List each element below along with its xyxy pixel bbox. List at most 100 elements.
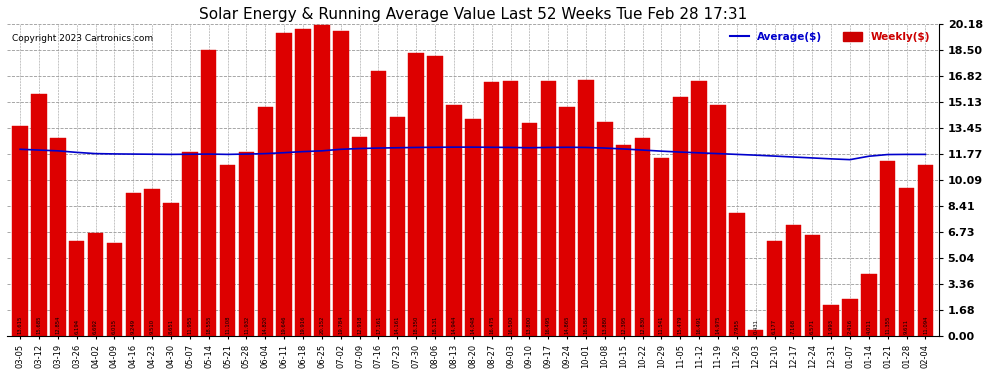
Text: 11.108: 11.108 bbox=[225, 315, 230, 334]
Text: 6.015: 6.015 bbox=[112, 319, 117, 334]
Bar bbox=[390, 117, 405, 336]
Text: 13.880: 13.880 bbox=[602, 315, 607, 334]
Text: 14.975: 14.975 bbox=[716, 315, 721, 334]
Bar bbox=[710, 105, 726, 336]
Bar bbox=[126, 194, 141, 336]
Text: 18.555: 18.555 bbox=[206, 315, 211, 334]
Text: 11.355: 11.355 bbox=[885, 315, 890, 334]
Text: 1.993: 1.993 bbox=[829, 319, 834, 334]
Bar bbox=[69, 240, 84, 336]
Text: 16.475: 16.475 bbox=[489, 315, 494, 334]
Bar bbox=[351, 136, 367, 336]
Text: 11.932: 11.932 bbox=[244, 315, 248, 334]
Text: 7.168: 7.168 bbox=[791, 319, 796, 334]
Bar bbox=[918, 165, 934, 336]
Bar bbox=[32, 94, 47, 336]
Bar bbox=[786, 225, 801, 336]
Text: 16.491: 16.491 bbox=[697, 315, 702, 334]
Text: 17.161: 17.161 bbox=[376, 315, 381, 334]
Text: 11.955: 11.955 bbox=[187, 315, 192, 334]
Bar bbox=[503, 81, 518, 336]
Text: 9.510: 9.510 bbox=[149, 319, 154, 334]
Bar bbox=[691, 81, 707, 336]
Text: 20.152: 20.152 bbox=[320, 315, 325, 334]
Bar bbox=[50, 138, 65, 336]
Bar bbox=[295, 28, 311, 336]
Bar bbox=[672, 97, 688, 336]
Bar bbox=[371, 71, 386, 336]
Text: 14.944: 14.944 bbox=[451, 315, 456, 334]
Text: 14.048: 14.048 bbox=[470, 315, 475, 334]
Text: 19.916: 19.916 bbox=[301, 315, 306, 334]
Bar bbox=[805, 235, 820, 336]
Title: Solar Energy & Running Average Value Last 52 Weeks Tue Feb 28 17:31: Solar Energy & Running Average Value Las… bbox=[199, 7, 746, 22]
Bar bbox=[748, 330, 763, 336]
Bar bbox=[276, 33, 292, 336]
Bar bbox=[597, 122, 613, 336]
Text: 12.854: 12.854 bbox=[55, 315, 60, 334]
Text: 19.646: 19.646 bbox=[282, 315, 287, 334]
Text: 14.161: 14.161 bbox=[395, 315, 400, 334]
Text: 12.830: 12.830 bbox=[641, 315, 645, 334]
Bar bbox=[541, 81, 556, 336]
Text: 18.131: 18.131 bbox=[433, 315, 438, 334]
Bar bbox=[201, 50, 217, 336]
Bar bbox=[899, 188, 915, 336]
Text: 19.784: 19.784 bbox=[339, 315, 344, 334]
Bar bbox=[220, 165, 236, 336]
Text: 16.495: 16.495 bbox=[545, 315, 550, 334]
Text: 9.611: 9.611 bbox=[904, 319, 909, 334]
Bar bbox=[107, 243, 122, 336]
Text: 16.500: 16.500 bbox=[508, 315, 513, 334]
Bar bbox=[88, 233, 103, 336]
Text: 9.249: 9.249 bbox=[131, 319, 136, 334]
Bar bbox=[409, 53, 424, 336]
Text: 6.692: 6.692 bbox=[93, 319, 98, 334]
Bar bbox=[559, 106, 575, 336]
Text: 12.918: 12.918 bbox=[357, 315, 362, 334]
Bar bbox=[635, 138, 650, 336]
Bar bbox=[465, 119, 480, 336]
Text: 2.416: 2.416 bbox=[847, 319, 852, 334]
Bar bbox=[842, 299, 857, 336]
Bar bbox=[13, 126, 28, 336]
Bar bbox=[880, 161, 896, 336]
Text: 7.955: 7.955 bbox=[735, 319, 740, 334]
Text: 6.194: 6.194 bbox=[74, 319, 79, 334]
Bar bbox=[824, 305, 839, 336]
Bar bbox=[616, 145, 632, 336]
Text: 4.011: 4.011 bbox=[866, 319, 871, 334]
Text: 18.350: 18.350 bbox=[414, 315, 419, 334]
Text: 8.651: 8.651 bbox=[168, 319, 173, 334]
Bar bbox=[522, 123, 538, 336]
Text: 16.588: 16.588 bbox=[583, 315, 588, 334]
Bar bbox=[653, 158, 669, 336]
Bar bbox=[767, 241, 782, 336]
Text: Copyright 2023 Cartronics.com: Copyright 2023 Cartronics.com bbox=[12, 34, 152, 43]
Legend: Average($), Weekly($): Average($), Weekly($) bbox=[726, 28, 934, 46]
Bar bbox=[163, 202, 179, 336]
Text: 15.479: 15.479 bbox=[678, 315, 683, 334]
Bar bbox=[314, 25, 330, 336]
Text: 13.615: 13.615 bbox=[18, 315, 23, 334]
Bar bbox=[239, 152, 254, 336]
Bar bbox=[729, 213, 744, 336]
Text: 15.685: 15.685 bbox=[37, 315, 42, 334]
Bar bbox=[861, 274, 876, 336]
Text: 11.541: 11.541 bbox=[659, 315, 664, 334]
Bar bbox=[257, 107, 273, 336]
Text: 11.094: 11.094 bbox=[923, 315, 928, 334]
Text: 6.571: 6.571 bbox=[810, 319, 815, 334]
Text: 13.800: 13.800 bbox=[527, 315, 532, 334]
Text: 0.431: 0.431 bbox=[753, 319, 758, 334]
Text: 12.395: 12.395 bbox=[621, 315, 627, 334]
Bar bbox=[428, 56, 443, 336]
Bar bbox=[333, 31, 348, 336]
Bar bbox=[446, 105, 461, 336]
Text: 14.865: 14.865 bbox=[564, 315, 569, 334]
Bar bbox=[145, 189, 160, 336]
Text: 6.177: 6.177 bbox=[772, 319, 777, 334]
Bar bbox=[578, 80, 594, 336]
Bar bbox=[182, 152, 198, 336]
Bar bbox=[484, 82, 499, 336]
